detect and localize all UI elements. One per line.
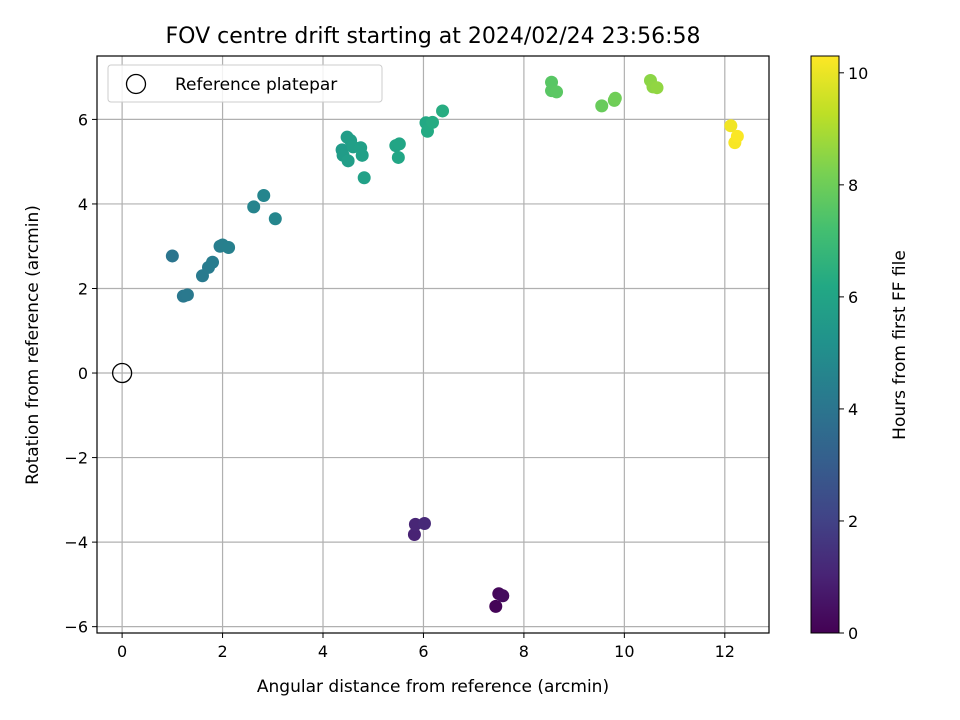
y-tick-label: 6	[78, 110, 88, 129]
data-point	[247, 200, 261, 214]
y-axis-label: Rotation from reference (arcmin)	[23, 205, 43, 485]
data-point	[391, 150, 405, 164]
data-point	[392, 137, 406, 151]
x-tick-label: 10	[614, 642, 634, 661]
y-axis-ticks: −6 −4 −2 0 2 4 6	[64, 110, 97, 637]
data-point	[417, 517, 431, 531]
data-point	[436, 104, 450, 118]
plot-frame	[96, 55, 770, 634]
legend: Reference platepar	[107, 64, 383, 103]
grid	[97, 56, 769, 633]
data-point	[496, 589, 510, 603]
data-point	[595, 99, 609, 113]
x-tick-label: 4	[318, 642, 328, 661]
chart-title: FOV centre drift starting at 2024/02/24 …	[166, 24, 701, 49]
x-tick-label: 2	[217, 642, 227, 661]
data-point	[550, 85, 564, 99]
data-point	[407, 528, 421, 542]
data-point	[180, 288, 194, 302]
y-tick-label: 0	[78, 364, 88, 383]
y-tick-label: −2	[64, 449, 88, 468]
y-tick-label: 2	[78, 279, 88, 298]
data-point	[425, 115, 439, 129]
colorbar-ticks: 0 2 4 6 8 10	[839, 64, 868, 643]
x-tick-label: 0	[117, 642, 127, 661]
data-point	[355, 148, 369, 162]
y-tick-label: −6	[64, 618, 88, 637]
legend-label: Reference platepar	[175, 75, 337, 95]
x-tick-label: 12	[715, 642, 735, 661]
data-point	[730, 129, 744, 143]
y-tick-label: −4	[64, 533, 88, 552]
data-point	[257, 188, 271, 202]
reference-point	[111, 362, 133, 384]
x-tick-label: 8	[519, 642, 529, 661]
data-point	[222, 240, 236, 254]
y-tick-label: 4	[78, 195, 88, 214]
colorbar-tick-label: 4	[848, 400, 858, 419]
x-tick-label: 6	[418, 642, 428, 661]
data-point	[357, 171, 371, 185]
data-point	[608, 91, 622, 105]
data-point	[650, 81, 664, 95]
colorbar-label: Hours from first FF file	[890, 250, 910, 440]
data-point	[165, 249, 179, 263]
colorbar: 0 2 4 6 8 10 Hours from first FF file	[810, 55, 910, 643]
colorbar-gradient	[810, 55, 840, 634]
colorbar-tick-label: 0	[848, 624, 858, 643]
colorbar-tick-label: 8	[848, 176, 858, 195]
x-axis-label: Angular distance from reference (arcmin)	[257, 677, 609, 697]
reference-marker	[111, 362, 133, 384]
data-point	[724, 119, 738, 133]
colorbar-tick-label: 6	[848, 288, 858, 307]
data-point	[268, 212, 282, 226]
colorbar-tick-label: 10	[848, 64, 868, 83]
legend-reference-marker	[125, 73, 147, 95]
x-axis-ticks: 0 2 4 6 8 10 12	[117, 633, 735, 661]
data-point	[206, 255, 220, 269]
colorbar-tick-label: 2	[848, 512, 858, 531]
scatter-points	[165, 74, 744, 613]
data-point	[341, 154, 355, 168]
data-point	[489, 599, 503, 613]
legend-box	[107, 64, 383, 103]
